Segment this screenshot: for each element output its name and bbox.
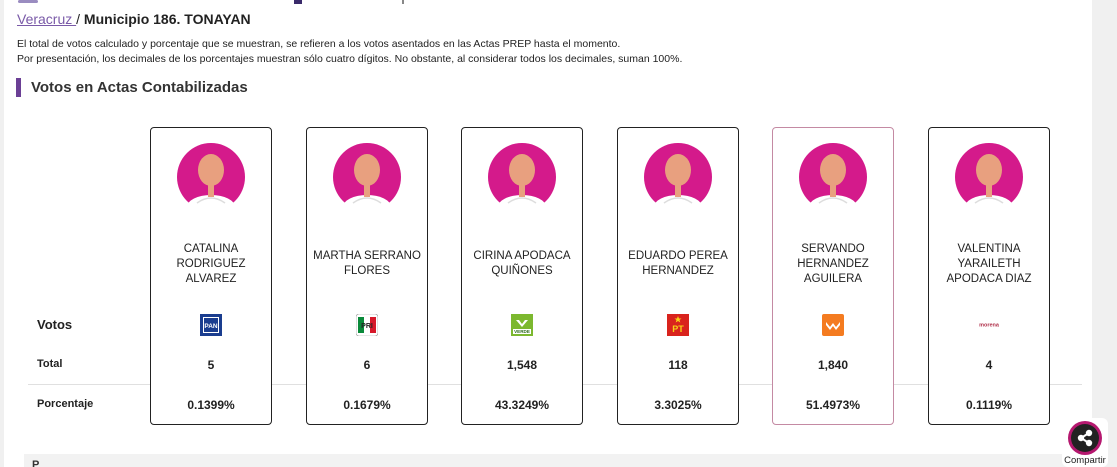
svg-text:PAN: PAN [204,323,218,330]
breadcrumb-municipio: Municipio 186. TONAYAN [83,11,251,27]
candidate-percentage: 51.4973% [805,398,861,412]
share-icon [1077,429,1093,447]
note-line-1: El total de votos calculado y porcentaje… [17,38,621,50]
candidate-avatar-icon [799,143,867,219]
candidate-total-votes: 5 [207,358,215,372]
candidate-name: Servando Hernandez Aguilera [797,242,869,285]
candidate-card: Eduardo Perea Hernandez PT 118 3.3025% [617,127,739,425]
results-note: El total de votos calculado y porcentaje… [17,37,682,67]
svg-text:PRI: PRI [361,323,373,330]
pt-party-icon: PT [667,314,689,341]
candidate-percentage: 0.1679% [343,398,391,412]
row-label-porcentaje: Porcentaje [37,398,94,410]
candidate-card: Cirina Apodaca Quiñones VERDE 1,548 43.3249… [461,127,583,425]
candidate-card: Catalina Rodriguez Alvarez PAN 5 0.1399% [150,127,272,425]
candidate-avatar-icon [488,143,556,219]
candidate-avatar-icon [644,143,712,219]
next-section-bar: P [24,454,1070,467]
morena-party-icon: morena [977,314,1001,341]
section-title: Votos en Actas Contabilizadas [16,78,248,97]
candidate-percentage: 3.3025% [654,398,702,412]
candidate-total-votes: 1,548 [506,358,538,372]
breadcrumb: Veracruz / Municipio 186. TONAYAN [17,11,251,27]
share-button[interactable] [1068,421,1102,455]
candidate-avatar-icon [177,143,245,219]
verde-party-icon: VERDE [511,314,533,341]
breadcrumb-separator: / [76,11,84,27]
results-page: Veracruz / Municipio 186. TONAYAN El tot… [4,0,1092,467]
candidate-name: Catalina Rodriguez Alvarez [176,242,246,285]
row-label-votos: Votos [37,317,73,332]
svg-text:morena: morena [979,323,1000,329]
row-label-total: Total [37,358,63,370]
candidate-card: Servando Hernandez Aguilera 1,840 51.4973% [772,127,894,425]
svg-text:PT: PT [672,324,684,334]
share-label: Compartir [1064,455,1106,466]
candidate-percentage: 0.1119% [965,398,1013,412]
pan-party-icon: PAN [200,314,222,341]
share-widget: Compartir [1062,418,1108,467]
candidate-card: Valentina Yaraileth Apodaca Diaz morena 4 0… [928,127,1050,425]
movimiento-ciudadano-party-icon [822,314,844,341]
candidate-avatar-icon [333,143,401,219]
candidate-total-votes: 6 [363,358,371,372]
candidate-name: Valentina Yaraileth Apodaca Diaz [946,242,1032,285]
candidate-name: Martha Serrano Flores [313,250,421,277]
next-section-title: P [32,459,40,467]
candidate-card: Martha Serrano Flores PRI 6 0.1679% [306,127,428,425]
candidate-total-votes: 4 [985,358,993,372]
svg-text:VERDE: VERDE [514,329,530,334]
candidate-avatar-icon [955,143,1023,219]
top-nav-strip [4,0,424,6]
note-line-2: Por presentación, los decimales de los p… [17,53,683,65]
breadcrumb-state-link[interactable]: Veracruz [17,11,77,27]
pri-party-icon: PRI [355,313,379,341]
candidate-percentage: 43.3249% [494,398,550,412]
candidate-name: Cirina Apodaca Quiñones [473,250,571,277]
candidate-percentage: 0.1399% [187,398,235,412]
candidate-total-votes: 118 [668,358,688,372]
candidate-name: Eduardo Perea Hernandez [628,250,728,277]
candidate-total-votes: 1,840 [817,358,849,372]
